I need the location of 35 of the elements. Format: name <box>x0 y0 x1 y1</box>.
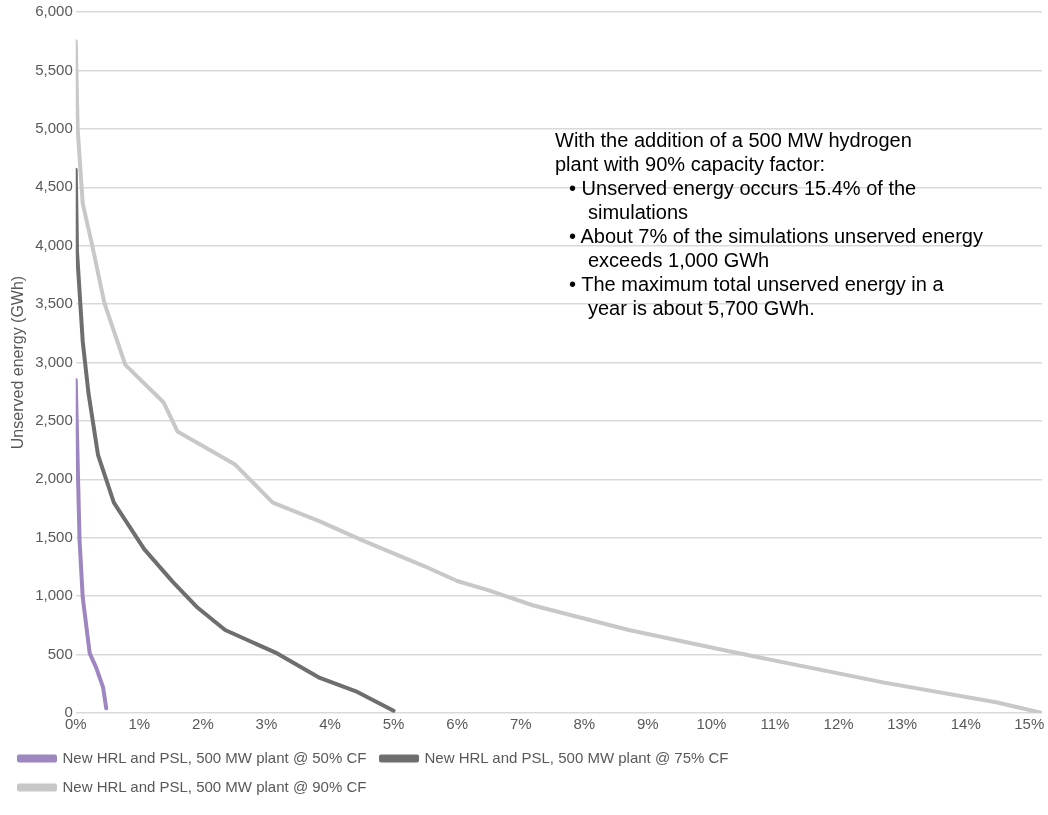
y-tick-label: 2,500 <box>35 411 73 429</box>
legend-label: New HRL and PSL, 500 MW plant @ 90% CF <box>62 777 367 795</box>
annotation: With the addition of a 500 MW hydrogen plant with 90% capacity factor: <box>555 128 913 176</box>
x-tick-label: 15% <box>1014 715 1045 733</box>
annotation: • The maximum total unserved energy in a year is about 5,700 GWh. <box>568 272 945 320</box>
y-tick-label: 500 <box>47 644 73 662</box>
x-tick-label: 13% <box>887 715 918 733</box>
x-tick-label: 9% <box>637 715 659 733</box>
y-tick-label: 1,500 <box>35 527 73 545</box>
x-tick-label: 1% <box>128 715 151 733</box>
y-tick-label: 4,000 <box>35 235 73 253</box>
x-tick-label: 8% <box>573 715 596 733</box>
x-tick-label: 11% <box>760 715 790 733</box>
x-tick-label: 4% <box>319 715 341 733</box>
x-tick-label: 6% <box>446 715 468 733</box>
annotation: • About 7% of the simulations unserved energy exceeds 1,000 GWh <box>568 224 984 272</box>
x-tick-label: 7% <box>509 715 532 733</box>
y-tick-label: 6,000 <box>35 2 73 20</box>
y-tick-label: 3,500 <box>35 294 73 312</box>
y-tick-label: 4,500 <box>35 177 73 195</box>
x-tick-label: 12% <box>823 715 854 733</box>
y-tick-label: 2,000 <box>35 469 73 487</box>
x-tick-label: 5% <box>382 715 405 733</box>
y-tick-label: 5,500 <box>35 60 73 78</box>
x-tick-label: 14% <box>950 715 981 733</box>
annotation: • Unserved energy occurs 15.4% of the simulations <box>568 176 918 224</box>
legend-label: New HRL and PSL, 500 MW plant @ 50% CF <box>62 748 367 766</box>
y-tick-label: 3,000 <box>35 352 73 370</box>
y-tick-label: 5,000 <box>35 118 73 136</box>
legend-label: New HRL and PSL, 500 MW plant @ 75% CF <box>424 748 729 766</box>
y-tick-label: 1,000 <box>35 586 73 604</box>
x-tick-label: 2% <box>192 715 214 733</box>
x-tick-label: 3% <box>255 715 278 733</box>
y-axis-title: Unserved energy (GWh) <box>9 275 27 450</box>
x-tick-label: 10% <box>696 715 727 733</box>
